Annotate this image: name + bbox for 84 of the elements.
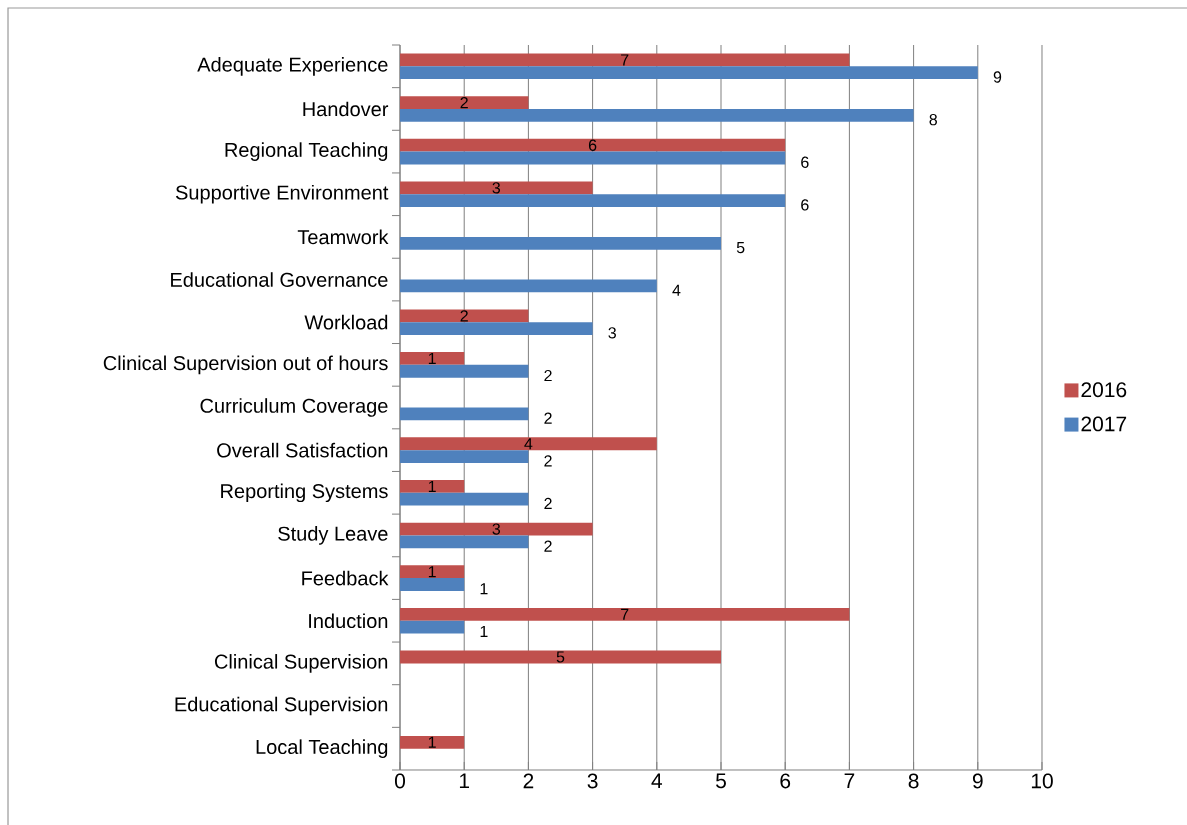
bar [400, 522, 593, 536]
bar [400, 407, 529, 421]
y-tick-label: Teamwork [297, 229, 389, 245]
x-tick-label: 6 [780, 773, 791, 789]
y-tick-label: Curriculum Coverage [200, 398, 388, 417]
bar [400, 480, 465, 493]
x-tick-label: 2 [523, 773, 534, 789]
data-label: 7 [621, 608, 629, 620]
data-label: 2 [544, 455, 552, 467]
bar [400, 194, 786, 208]
bar [400, 535, 529, 549]
data-label: 1 [428, 736, 436, 748]
bar [400, 181, 593, 195]
bar [400, 437, 657, 451]
bar [400, 565, 465, 579]
y-tick-label: Reporting Systems [221, 483, 388, 503]
y-tick-label: Supportive Environment [175, 184, 389, 204]
bar [400, 450, 529, 463]
x-tick-label: 9 [972, 773, 983, 789]
data-label: 3 [608, 327, 616, 339]
bar [400, 607, 850, 621]
bar [400, 735, 465, 749]
bar [400, 151, 786, 165]
y-tick-label: Induction [309, 613, 388, 629]
bar [400, 108, 914, 122]
legend-label: 2017 [1081, 416, 1127, 432]
data-label: 3 [492, 182, 501, 194]
y-tick-label: Adequate Experience [197, 57, 388, 76]
y-tick-label: Clinical Supervision [214, 654, 388, 673]
x-tick-label: 10 [1031, 773, 1053, 789]
data-label: 2 [544, 369, 552, 382]
data-label: 8 [929, 113, 937, 126]
bar [400, 492, 529, 506]
y-tick-label: Educational Governance [171, 272, 388, 287]
data-label: 6 [588, 139, 597, 151]
bar [400, 322, 593, 335]
y-tick-label: Local Teaching [256, 739, 388, 758]
data-label: 7 [621, 54, 629, 66]
y-tick-label: Workload [304, 314, 388, 330]
data-label: 1 [428, 566, 436, 578]
y-tick-label: Handover [303, 101, 389, 117]
bar [400, 66, 978, 80]
data-label: 6 [801, 156, 809, 168]
data-label: 9 [993, 71, 1002, 83]
data-label: 2 [460, 96, 468, 109]
bar [400, 620, 465, 634]
y-tick-label: Clinical Supervision out of hours [103, 355, 388, 375]
data-label: 1 [428, 480, 436, 492]
y-tick-label: Educational Supervision [175, 696, 388, 716]
x-tick-label: 3 [587, 773, 598, 789]
bar [400, 352, 465, 365]
y-tick-label: Feedback [302, 570, 389, 586]
data-label: 2 [544, 497, 552, 510]
y-tick-label: Regional Teaching [225, 142, 388, 161]
x-tick-label: 0 [394, 773, 406, 789]
data-label: 2 [544, 412, 552, 424]
data-label: 1 [428, 352, 436, 364]
bar [400, 279, 657, 293]
x-tick-label: 5 [716, 773, 726, 789]
data-label: 5 [556, 651, 565, 663]
x-tick-label: 8 [908, 773, 919, 789]
bar [400, 578, 465, 591]
data-label: 2 [460, 310, 468, 322]
x-tick-label: 4 [651, 773, 663, 788]
data-label: 6 [801, 199, 809, 211]
data-label: 1 [480, 625, 488, 637]
bar [400, 96, 529, 109]
bar [400, 53, 850, 67]
bar [400, 309, 529, 323]
data-label: 5 [736, 241, 745, 254]
y-tick-label: Study Leave [278, 526, 388, 545]
x-tick-label: 7 [844, 773, 855, 788]
legend-label: 2016 [1081, 382, 1127, 398]
y-tick-label: Overall Satisfaction [217, 442, 388, 458]
bar [400, 236, 721, 250]
bar [400, 138, 786, 152]
x-tick-label: 1 [459, 773, 470, 788]
data-label: 2 [544, 540, 552, 552]
data-label: 1 [480, 583, 488, 595]
data-label: 4 [672, 284, 681, 296]
bar [400, 364, 529, 378]
bar [400, 650, 721, 664]
data-label: 3 [492, 523, 501, 535]
data-label: 4 [524, 438, 533, 450]
